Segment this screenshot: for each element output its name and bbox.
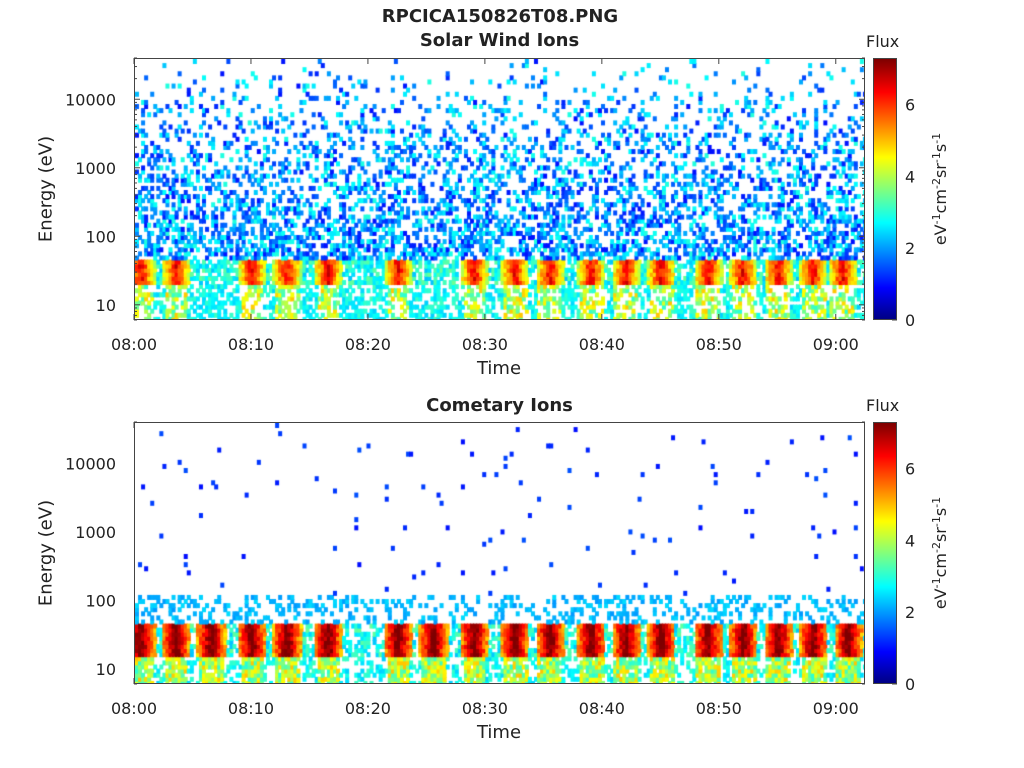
x-axis-label: Time <box>476 358 522 379</box>
colorbar-units: eV-1cm-2sr-1s-1 <box>929 496 951 610</box>
y-tick-label: 100 <box>85 227 116 246</box>
colorbar-label: Flux <box>866 396 900 415</box>
x-tick-label: 08:10 <box>228 699 274 718</box>
colorbar-gradient <box>874 423 896 683</box>
x-tick-label: 09:00 <box>813 335 859 354</box>
x-tick-label: 08:20 <box>345 699 391 718</box>
colorbar-tick-label: 6 <box>905 460 915 479</box>
spectrogram-canvas <box>135 59 864 319</box>
colorbar-tick-label: 0 <box>905 675 915 694</box>
y-tick-label: 10000 <box>65 454 116 473</box>
y-tick-label: 10 <box>96 296 116 315</box>
x-tick-label: 08:30 <box>462 699 508 718</box>
colorbar-tick-label: 4 <box>905 167 915 186</box>
x-tick-label: 08:40 <box>579 335 625 354</box>
colorbar-gradient <box>874 59 896 319</box>
colorbar-tick-label: 0 <box>905 311 915 330</box>
y-axis-label: Energy (eV) <box>35 135 57 243</box>
x-tick-label: 08:00 <box>111 699 157 718</box>
colorbar-tick-label: 2 <box>905 603 915 622</box>
y-tick-label: 1000 <box>75 159 116 178</box>
y-tick-label: 100 <box>85 591 116 610</box>
colorbar <box>873 58 897 320</box>
panel-title: Cometary Ions <box>426 395 573 416</box>
colorbar-label: Flux <box>866 32 900 51</box>
x-tick-label: 08:00 <box>111 335 157 354</box>
x-tick-label: 08:30 <box>462 335 508 354</box>
y-tick-label: 10 <box>96 660 116 679</box>
colorbar <box>873 422 897 684</box>
y-tick-label: 1000 <box>75 523 116 542</box>
spectrogram-canvas <box>135 423 864 683</box>
x-tick-label: 08:10 <box>228 335 274 354</box>
colorbar-tick-label: 6 <box>905 96 915 115</box>
figure-title: RPCICA150826T08.PNG <box>381 6 619 27</box>
colorbar-tick-label: 4 <box>905 531 915 550</box>
x-tick-label: 09:00 <box>813 699 859 718</box>
panel-title: Solar Wind Ions <box>419 30 580 51</box>
x-tick-label: 08:20 <box>345 335 391 354</box>
x-tick-label: 08:50 <box>696 699 742 718</box>
x-tick-label: 08:40 <box>579 699 625 718</box>
spectrogram-plot <box>134 58 865 320</box>
y-axis-label: Energy (eV) <box>35 499 57 607</box>
x-tick-label: 08:50 <box>696 335 742 354</box>
y-tick-label: 10000 <box>65 90 116 109</box>
colorbar-tick-label: 2 <box>905 239 915 258</box>
colorbar-units: eV-1cm-2sr-1s-1 <box>929 132 951 246</box>
spectrogram-plot <box>134 422 865 684</box>
x-axis-label: Time <box>476 722 522 743</box>
